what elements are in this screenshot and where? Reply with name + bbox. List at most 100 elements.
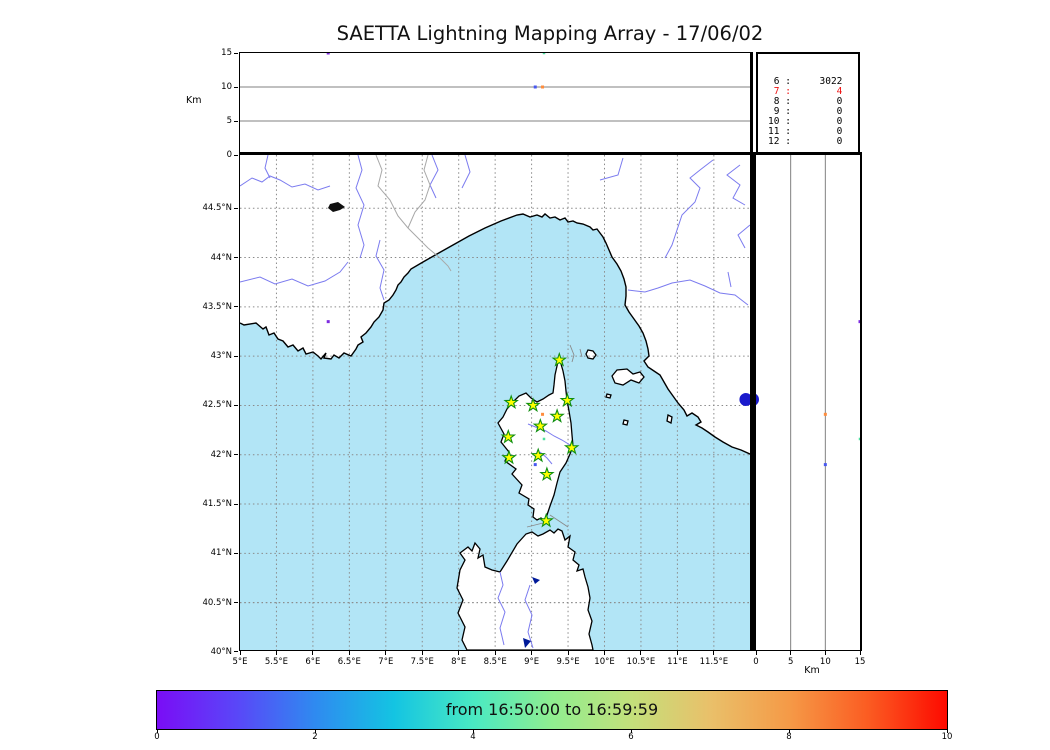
lightning-source-dot (326, 320, 330, 324)
longitude-tick-label: 7.5°E (410, 657, 434, 667)
altitude-latitude-panel (753, 152, 862, 651)
lma-station-star (559, 392, 575, 408)
latitude-tick-label: 44°N (210, 252, 232, 263)
longitude-tick (713, 651, 715, 655)
longitude-tick (312, 651, 314, 655)
latitude-tick (234, 257, 238, 259)
longitude-tick-label: 10.5°E (626, 657, 656, 667)
longitude-tick-label: 11°E (667, 657, 688, 667)
lma-station-star (548, 408, 565, 423)
colon-separator: : (779, 135, 803, 147)
longitude-tick (567, 651, 569, 655)
altitude-tick (234, 86, 238, 88)
latitude-tick-label: 43.5°N (202, 301, 232, 312)
km-axis-tick-label: 5 (787, 657, 794, 667)
latitude-tick-label: 40°N (210, 646, 232, 657)
colorbar-tick (314, 729, 316, 733)
latitude-tick-label: 42.5°N (202, 400, 232, 411)
station-count-row: 7 : 4 (758, 85, 858, 97)
lightning-source-dot (542, 437, 545, 441)
lightning-source-dot (858, 320, 860, 324)
latitude-tick-label: 43°N (210, 351, 232, 362)
source-count-value: 0 (836, 135, 843, 147)
river-line (239, 175, 330, 191)
continent-landmass (239, 155, 750, 454)
colon-separator: : (779, 125, 803, 137)
colorbar-tick (472, 729, 474, 733)
latitude-tick (234, 602, 238, 604)
river-line (725, 164, 745, 206)
river-line (239, 261, 348, 287)
longitude-tick-label: 7°E (378, 657, 394, 667)
km-axis-tick (859, 651, 861, 655)
latitude-tick (234, 207, 238, 209)
island-coastline (604, 393, 612, 399)
longitude-tick-label: 5.5°E (264, 657, 288, 667)
altitude-tick (234, 120, 238, 122)
latitude-tick (234, 404, 238, 406)
lma-station-star (551, 351, 567, 367)
lake (327, 202, 345, 212)
map-panel (238, 152, 753, 651)
km-axis-tick-label: 10 (819, 657, 831, 667)
lightning-source-cluster (756, 394, 759, 406)
colorbar-tick-label: 0 (154, 732, 160, 742)
latitude-tick-label: 41°N (210, 548, 232, 559)
station-number: 6 (773, 75, 780, 87)
longitude-tick (676, 651, 678, 655)
lake (522, 638, 531, 648)
latitude-tick (234, 454, 238, 456)
island-landmass (456, 529, 593, 650)
colorbar-tick (156, 729, 158, 733)
longitude-tick (239, 651, 241, 655)
colorbar-tick-label: 4 (470, 732, 476, 742)
lightning-source-dot (540, 85, 544, 88)
latitude-tick (234, 306, 238, 308)
lma-station-star (563, 439, 579, 455)
colorbar-tick-label: 10 (941, 732, 953, 742)
latitude-tick (234, 355, 238, 357)
geographic-map (239, 155, 750, 650)
river-line (664, 159, 713, 259)
island-coastline (665, 414, 673, 424)
lma-station-star (532, 417, 548, 433)
station-number: 11 (768, 125, 780, 137)
station-count-row: 11 : 0 (758, 125, 858, 137)
station-number: 8 (773, 95, 780, 107)
strait-line (549, 514, 568, 528)
colorbar-tick-label: 6 (628, 732, 634, 742)
colorbar-tick (788, 729, 790, 733)
latitude-tick-label: 42°N (210, 449, 232, 460)
lightning-source-dot (823, 463, 827, 467)
lightning-source-dot (858, 437, 860, 441)
latitude-tick-label: 44.5°N (202, 203, 232, 214)
longitude-tick (458, 651, 460, 655)
source-count-value: 4 (836, 85, 843, 97)
administrative-border (407, 155, 431, 229)
altitude-longitude-panel (238, 51, 753, 158)
lma-station-star (500, 449, 517, 465)
colon-separator: : (779, 105, 803, 117)
lightning-source-dot (540, 412, 544, 416)
lightning-source-cluster (738, 393, 750, 407)
colon-separator: : (779, 75, 803, 87)
altitude-tick-label: 0 (226, 150, 232, 160)
island-coastline (621, 419, 629, 426)
source-count-value: 0 (836, 125, 843, 137)
station-number: 12 (768, 135, 780, 147)
lma-station-star (502, 394, 519, 410)
river-line (461, 155, 471, 189)
river-line (627, 279, 748, 306)
km-axis-tick-label: 15 (854, 657, 866, 667)
longitude-tick-label: 6.5°E (337, 657, 361, 667)
longitude-tick (348, 651, 350, 655)
strait-line (579, 348, 582, 358)
island-coastline (610, 368, 645, 386)
km-axis-tick (755, 651, 757, 655)
colorbar-tick-label: 2 (312, 732, 318, 742)
lightning-source-dot (542, 52, 545, 54)
longitude-tick-label: 5°E (232, 657, 248, 667)
river-line (374, 239, 385, 301)
colon-separator: : (779, 85, 803, 97)
lightning-source-dot (533, 463, 537, 467)
